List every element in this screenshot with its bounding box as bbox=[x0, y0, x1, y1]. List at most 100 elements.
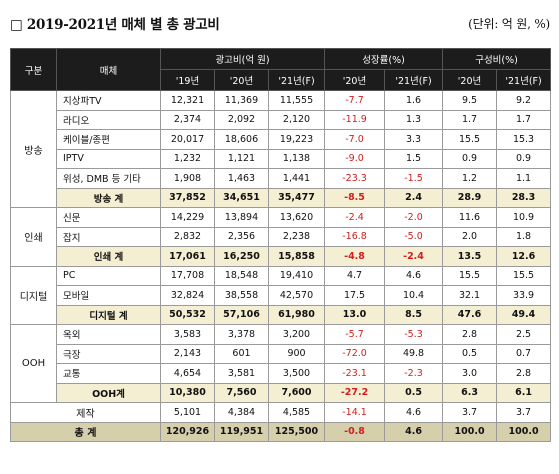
media-label: 라디오 bbox=[56, 109, 161, 130]
cell-s21: 28.3 bbox=[496, 187, 552, 208]
production-row: 제작 5,101 4,384 4,585 -14.1 4.6 3.7 3.7 bbox=[10, 402, 552, 423]
cell-v21: 35,477 bbox=[267, 187, 326, 208]
cell-v21: 900 bbox=[267, 343, 326, 364]
cell-v20: 13,894 bbox=[214, 207, 269, 228]
cell-v19: 2,832 bbox=[160, 226, 215, 247]
cell-g20: -23.3 bbox=[324, 168, 386, 189]
cell-s20: 2.8 bbox=[442, 324, 498, 345]
production-label: 제작 bbox=[10, 402, 161, 423]
cell-v21: 42,570 bbox=[267, 285, 326, 306]
cell-g21: 8.5 bbox=[384, 304, 444, 325]
cell-g21: 0.5 bbox=[384, 382, 444, 403]
cell-s20: 1.7 bbox=[442, 109, 498, 130]
cell-v19: 1,908 bbox=[160, 168, 215, 189]
cell-v19: 20,017 bbox=[160, 129, 215, 150]
cell-v20: 3,581 bbox=[214, 363, 269, 384]
col-g20-header: '20년 bbox=[324, 69, 386, 91]
table-row: 케이블/종편 20,017 18,606 19,223 -7.0 3.3 15.5 15.3 bbox=[11, 129, 552, 150]
cell-g20: -7.0 bbox=[324, 129, 386, 150]
cell-s21: 1.7 bbox=[496, 109, 552, 130]
cell-v19: 32,824 bbox=[160, 285, 215, 306]
cell-v20: 119,951 bbox=[214, 421, 269, 442]
cell-s21: 1.8 bbox=[496, 226, 552, 247]
cell-g21: -2.0 bbox=[384, 207, 444, 228]
table-row: OOH 옥외 3,583 3,378 3,200 -5.7 -5.3 2.8 2.5 bbox=[10, 324, 552, 403]
cell-s21: 6.1 bbox=[496, 382, 552, 403]
cell-g20: -0.8 bbox=[324, 421, 386, 442]
cell-s21: 3.7 bbox=[496, 402, 552, 423]
cell-v21: 2,120 bbox=[267, 109, 326, 130]
cell-v19: 2,143 bbox=[160, 343, 215, 364]
subtotal-row: OOH계 10,380 7,560 7,600 -27.2 0.5 6.3 6.1 bbox=[11, 382, 552, 403]
col-g21f-header: '21년(F) bbox=[384, 69, 444, 91]
subtotal-row: 인쇄 계 17,061 16,250 15,858 -4.8 -2.4 13.5 12.6 bbox=[11, 246, 552, 267]
col-media-header: 매체 bbox=[56, 48, 161, 91]
cell-v21: 125,500 bbox=[267, 421, 326, 442]
media-label: 신문 bbox=[56, 207, 161, 228]
cell-s20: 100.0 bbox=[442, 421, 498, 442]
adspend-table: 구분 매체 광고비(억 원) 성장률(%) 구성비(%) '19년 '20년 '… bbox=[10, 48, 552, 442]
group-label: 인쇄 bbox=[10, 207, 57, 267]
cell-g21: 49.8 bbox=[384, 343, 444, 364]
cell-s20: 15.5 bbox=[442, 129, 498, 150]
cell-s20: 6.3 bbox=[442, 382, 498, 403]
col-group-header: 구분 bbox=[10, 48, 57, 91]
cell-s21: 1.1 bbox=[496, 168, 552, 189]
cell-s21: 49.4 bbox=[496, 304, 552, 325]
cell-v19: 17,061 bbox=[160, 246, 215, 267]
cell-g20: -23.1 bbox=[324, 363, 386, 384]
cell-s21: 100.0 bbox=[496, 421, 552, 442]
col-y20-header: '20년 bbox=[214, 69, 269, 91]
cell-g20: 13.0 bbox=[324, 304, 386, 325]
col-y19-header: '19년 bbox=[160, 69, 215, 91]
cell-g20: -11.9 bbox=[324, 109, 386, 130]
cell-s20: 15.5 bbox=[442, 265, 498, 286]
cell-s20: 13.5 bbox=[442, 246, 498, 267]
cell-s21: 33.9 bbox=[496, 285, 552, 306]
subtotal-label: 방송 계 bbox=[56, 187, 161, 208]
cell-s21: 15.5 bbox=[496, 265, 552, 286]
header-row-2: '19년 '20년 '21년(F) '20년 '21년(F) '20년 '21년… bbox=[11, 69, 552, 91]
cell-g21: -5.3 bbox=[384, 324, 444, 345]
cell-v21: 13,620 bbox=[267, 207, 326, 228]
cell-v19: 1,232 bbox=[160, 148, 215, 169]
cell-v19: 10,380 bbox=[160, 382, 215, 403]
cell-g21: 3.3 bbox=[384, 129, 444, 150]
cell-g20: -9.0 bbox=[324, 148, 386, 169]
cell-v19: 17,708 bbox=[160, 265, 215, 286]
cell-v21: 3,500 bbox=[267, 363, 326, 384]
col-adspend-header: 광고비(억 원) bbox=[159, 48, 326, 70]
subtotal-label: 인쇄 계 bbox=[56, 246, 161, 267]
cell-v20: 2,092 bbox=[214, 109, 269, 130]
cell-s21: 12.6 bbox=[496, 246, 552, 267]
cell-g21: -5.0 bbox=[384, 226, 444, 247]
cell-g21: 10.4 bbox=[384, 285, 444, 306]
cell-v19: 12,321 bbox=[160, 90, 215, 111]
table-row: 모바일 32,824 38,558 42,570 17.5 10.4 32.1 33.9 bbox=[11, 285, 552, 306]
col-y21f-header: '21년(F) bbox=[267, 69, 326, 91]
cell-v20: 3,378 bbox=[214, 324, 269, 345]
media-label: 잡지 bbox=[56, 226, 161, 247]
cell-g20: -4.8 bbox=[324, 246, 386, 267]
media-label: 옥외 bbox=[56, 324, 161, 345]
table-row: 교통 4,654 3,581 3,500 -23.1 -2.3 3.0 2.8 bbox=[11, 363, 552, 384]
cell-g21: 4.6 bbox=[384, 402, 444, 423]
header-row-1: 구분 매체 광고비(억 원) 성장률(%) 구성비(%) bbox=[10, 48, 552, 91]
cell-s20: 47.6 bbox=[442, 304, 498, 325]
cell-g20: -2.4 bbox=[324, 207, 386, 228]
cell-v19: 3,583 bbox=[160, 324, 215, 345]
cell-v21: 1,138 bbox=[267, 148, 326, 169]
cell-v20: 7,560 bbox=[214, 382, 269, 403]
cell-s20: 3.0 bbox=[442, 363, 498, 384]
cell-g20: 4.7 bbox=[324, 265, 386, 286]
media-label: 극장 bbox=[56, 343, 161, 364]
cell-s21: 9.2 bbox=[496, 90, 552, 111]
cell-g21: -2.4 bbox=[384, 246, 444, 267]
cell-s20: 11.6 bbox=[442, 207, 498, 228]
cell-g21: 2.4 bbox=[384, 187, 444, 208]
subtotal-label: OOH계 bbox=[56, 382, 161, 403]
cell-s20: 32.1 bbox=[442, 285, 498, 306]
cell-v21: 19,223 bbox=[267, 129, 326, 150]
group-label: OOH bbox=[10, 324, 57, 403]
cell-s21: 15.3 bbox=[496, 129, 552, 150]
